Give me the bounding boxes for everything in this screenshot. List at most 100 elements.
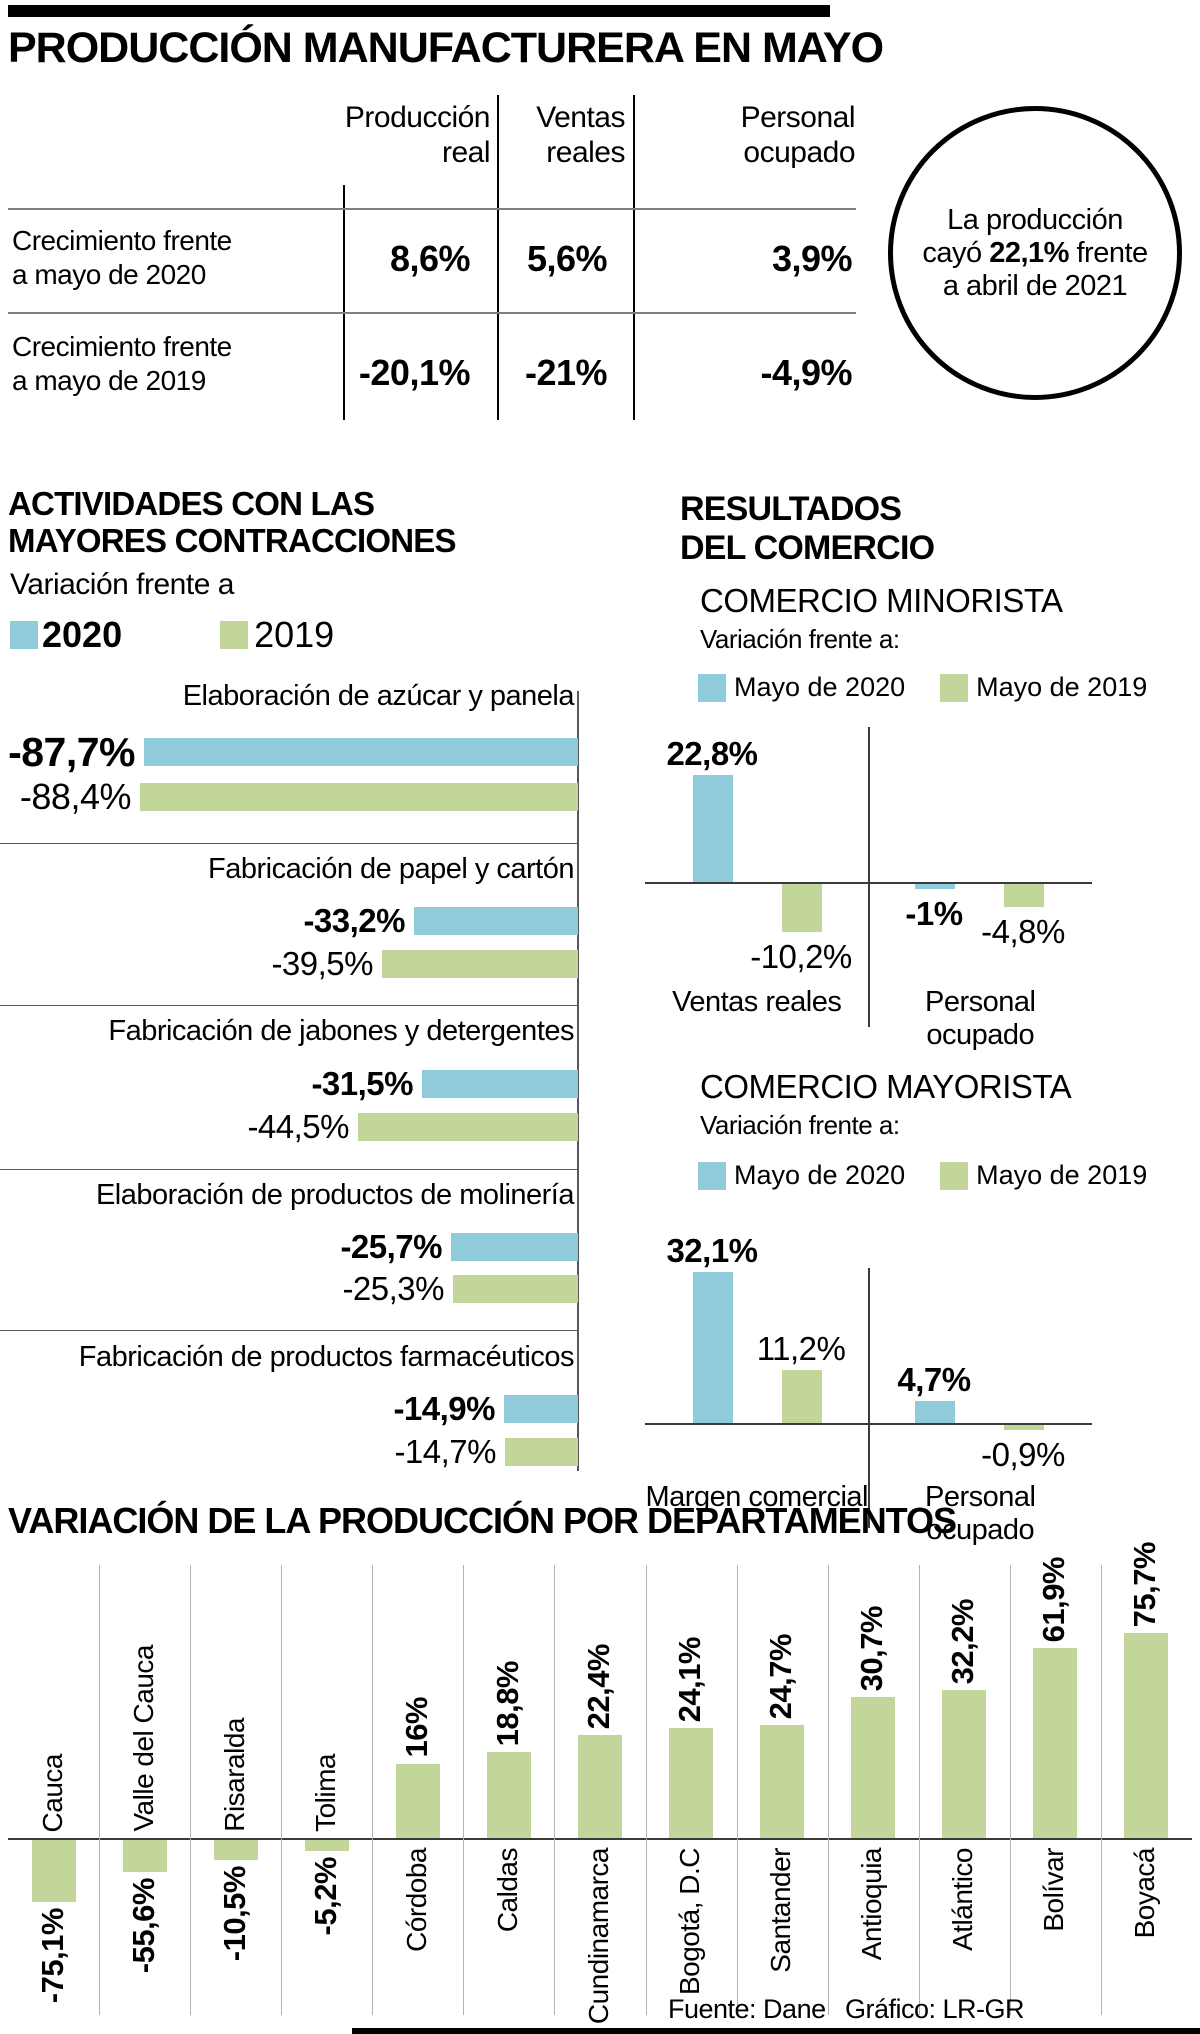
activity-value-2020: -33,2% xyxy=(303,902,405,939)
bar-mayo-2019 xyxy=(782,1370,822,1423)
dept-name-label: Caldas xyxy=(491,1848,523,1933)
legend-label-mayo-2020: Mayo de 2020 xyxy=(734,672,906,702)
row-label-line: Crecimiento frente xyxy=(12,331,232,362)
activity-value-2020: -87,7% xyxy=(8,728,135,775)
dept-value-label: 61,9% xyxy=(1036,1556,1072,1642)
dept-bar xyxy=(31,1840,76,1902)
gridline xyxy=(737,1565,738,2015)
dept-name-label: Antioquia xyxy=(856,1848,888,1961)
activity-bar-row-2020: -25,7% xyxy=(8,1228,578,1265)
bar-mayo-2020 xyxy=(915,884,955,889)
bar-value-label: 32,1% xyxy=(666,1232,758,1269)
table-cell: -4,9% xyxy=(760,352,852,393)
activity-bar-2020 xyxy=(451,1233,578,1261)
top-rule xyxy=(8,5,830,17)
dept-value-label: 75,7% xyxy=(1127,1541,1163,1627)
page-title: PRODUCCIÓN MANUFACTURERA EN MAYO xyxy=(8,24,884,72)
dept-column: Atlántico 32,2% xyxy=(919,1555,1010,2025)
bar-mayo-2020 xyxy=(693,1272,733,1423)
legend-label-mayo-2019: Mayo de 2019 xyxy=(976,1160,1148,1190)
activities-subtitle: Variación frente a xyxy=(10,568,234,601)
table-row-label-2020: Crecimiento frente a mayo de 2020 xyxy=(12,224,232,292)
dept-bar xyxy=(1124,1633,1169,1838)
dept-value-label: -5,2% xyxy=(307,1857,343,1936)
dept-name-label: Cauca xyxy=(36,1753,68,1832)
dept-name-label: Tolima xyxy=(309,1754,341,1832)
legend-swatch-2020 xyxy=(10,621,38,649)
gridline xyxy=(1101,1565,1102,2015)
dept-value-label: 30,7% xyxy=(854,1605,890,1691)
dept-column: Risaralda -10,5% xyxy=(190,1555,281,2025)
dept-bar xyxy=(760,1725,805,1838)
activities-legend: 2020 2019 xyxy=(10,614,334,656)
dept-name-label: Bolívar xyxy=(1038,1848,1070,1932)
activity-bar-2019 xyxy=(505,1438,578,1466)
legend-label-mayo-2020: Mayo de 2020 xyxy=(734,1160,906,1190)
dept-value-label: 18,8% xyxy=(489,1660,525,1746)
bar-value-label: -0,9% xyxy=(981,1436,1065,1473)
table-cell: 3,9% xyxy=(771,238,853,279)
legend-swatch-mayo-2020 xyxy=(698,673,726,702)
group-label: Ventas reales xyxy=(672,986,842,1018)
dept-bar xyxy=(1033,1648,1078,1838)
activity-bar-row-2020: -31,5% xyxy=(8,1065,578,1102)
activity-value-2020: -25,7% xyxy=(340,1228,442,1265)
bar-value-label: 4,7% xyxy=(897,1361,971,1398)
bar-mayo-2019 xyxy=(1004,884,1044,907)
dept-name-label: Valle del Cauca xyxy=(127,1645,159,1832)
activity-value-2019: -25,3% xyxy=(342,1270,444,1307)
table-row-rule xyxy=(8,312,856,314)
dept-value-label: -10,5% xyxy=(216,1866,252,1962)
callout-value: 22,1% xyxy=(989,236,1069,269)
dept-bar xyxy=(213,1840,258,1860)
activity-bar-2020 xyxy=(504,1395,578,1423)
dept-column: Caldas 18,8% xyxy=(463,1555,554,2025)
group-label: Personal ocupado xyxy=(925,1481,1036,1546)
gridline xyxy=(1010,1565,1011,2015)
activity-label: Elaboración de productos de molinería xyxy=(95,1179,575,1211)
dept-value-label: 32,2% xyxy=(945,1598,981,1684)
legend-label-2019: 2019 xyxy=(254,614,335,655)
bar-value-label: -1% xyxy=(905,895,963,932)
dept-column: Bogotá, D.C 24,1% xyxy=(646,1555,737,2025)
activity-bar-2019 xyxy=(382,950,578,978)
callout-pre: La producción cayó xyxy=(922,203,1123,269)
table-cell: -21% xyxy=(524,352,608,393)
activity-bar-row-2019: -44,5% xyxy=(8,1108,578,1145)
dept-column: Antioquia 30,7% xyxy=(828,1555,919,2025)
activities-group-separator xyxy=(0,843,578,844)
dept-bar xyxy=(942,1690,987,1838)
activity-label: Fabricación de papel y cartón xyxy=(208,853,574,885)
table-column-separator xyxy=(343,185,345,420)
table-header-personal-ocupado: Personal ocupado xyxy=(700,100,856,170)
activity-label: Fabricación de productos farmacéuticos xyxy=(78,1341,575,1373)
activity-bar-row-2020: -87,7% xyxy=(8,729,578,775)
dept-bar xyxy=(486,1752,531,1838)
activities-axis-line xyxy=(577,691,579,1471)
bar-mayo-2020 xyxy=(915,1401,955,1423)
activities-group-separator xyxy=(0,1330,578,1331)
table-cell: 8,6% xyxy=(389,238,471,279)
dept-value-label: -55,6% xyxy=(125,1878,161,1974)
activity-label: Fabricación de jabones y detergentes xyxy=(108,1015,574,1047)
gridline xyxy=(646,1565,647,2015)
departamentos-title: VARIACIÓN DE LA PRODUCCIÓN POR DEPARTAME… xyxy=(8,1500,957,1541)
activity-value-2019: -44,5% xyxy=(247,1108,349,1145)
activity-value-2019: -14,7% xyxy=(394,1433,496,1470)
table-column-separator xyxy=(497,95,499,420)
dept-bar xyxy=(304,1840,349,1851)
gridline xyxy=(554,1565,555,2015)
circle-callout: La producción cayó 22,1% frente a abril … xyxy=(888,106,1182,400)
gridline xyxy=(919,1565,920,2015)
row-label-line: Crecimiento frente xyxy=(12,225,232,256)
table-header-line: Producción xyxy=(344,101,491,134)
table-header-line: Ventas xyxy=(536,101,625,134)
dept-bar xyxy=(577,1735,622,1838)
dept-value-label: 24,7% xyxy=(763,1633,799,1719)
mayorista-heading: COMERCIO MAYORISTA xyxy=(700,1068,1072,1105)
graphic-credit: Gráfico: LR-GR xyxy=(845,1994,1025,2024)
activity-bar-row-2020: -14,9% xyxy=(8,1390,578,1427)
dept-name-label: Risaralda xyxy=(218,1718,250,1832)
dept-column: Cauca -75,1% xyxy=(8,1555,99,2025)
activity-bar-row-2020: -33,2% xyxy=(8,902,578,939)
